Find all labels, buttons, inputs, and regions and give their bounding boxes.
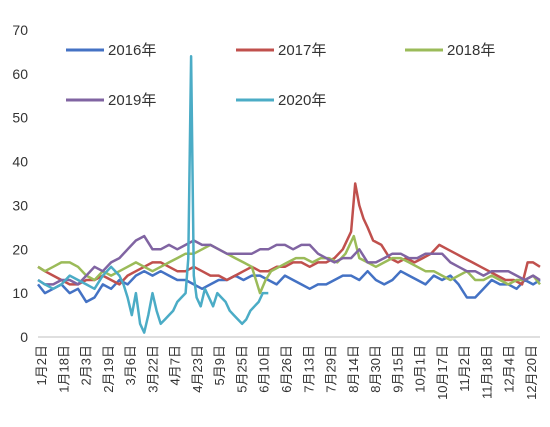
y-axis-ticks: 0 10 20 30 40 50 60 70 bbox=[12, 22, 28, 345]
legend-label: 2019年 bbox=[108, 92, 156, 109]
series-line-4 bbox=[37, 55, 269, 334]
legend-label: 2020年 bbox=[278, 92, 326, 109]
x-tick-label: 9月15日 bbox=[390, 345, 405, 393]
x-tick-label: 12月4日 bbox=[502, 345, 517, 393]
x-tick-label: 4月23日 bbox=[190, 345, 205, 393]
y-tick-label: 40 bbox=[12, 154, 28, 170]
legend-label: 2018年 bbox=[447, 42, 495, 59]
legend-label: 2016年 bbox=[108, 42, 156, 59]
x-tick-label: 11月2日 bbox=[457, 345, 472, 392]
series-line-2 bbox=[37, 234, 541, 295]
x-tick-label: 6月10日 bbox=[257, 345, 272, 393]
x-tick-label: 12月20日 bbox=[524, 345, 539, 400]
x-tick-label: 8月30日 bbox=[368, 345, 383, 393]
x-tick-label: 3月22日 bbox=[145, 345, 160, 393]
series-lines bbox=[37, 55, 541, 334]
y-tick-label: 70 bbox=[12, 22, 28, 38]
x-tick-label: 2月19日 bbox=[101, 345, 116, 393]
x-tick-label: 6月26日 bbox=[279, 345, 294, 393]
x-tick-label: 2月3日 bbox=[79, 345, 94, 385]
x-tick-label: 7月13日 bbox=[301, 345, 316, 393]
y-tick-label: 30 bbox=[12, 197, 28, 213]
x-tick-label: 7月29日 bbox=[324, 345, 339, 393]
x-tick-label: 10月1日 bbox=[413, 345, 428, 393]
legend-label: 2017年 bbox=[278, 42, 326, 59]
x-tick-label: 4月7日 bbox=[168, 345, 183, 385]
x-axis-ticks: 1月2日 1月18日 2月3日 2月19日 3月6日 3月22日 4月7日 4月23日 5月9日… bbox=[34, 345, 539, 400]
x-tick-label: 10月17日 bbox=[435, 345, 450, 400]
x-tick-label: 5月25日 bbox=[234, 345, 249, 393]
x-tick-label: 5月9日 bbox=[212, 345, 227, 385]
y-tick-label: 20 bbox=[12, 241, 28, 257]
x-tick-label: 1月2日 bbox=[34, 345, 49, 385]
y-tick-label: 60 bbox=[12, 66, 28, 82]
legend: 2016年 2017年 2018年 2019年 2020年 bbox=[66, 42, 495, 109]
y-tick-label: 50 bbox=[12, 110, 28, 126]
x-tick-label: 8月14日 bbox=[346, 345, 361, 393]
series-line-1 bbox=[37, 182, 541, 286]
y-tick-label: 10 bbox=[12, 285, 28, 301]
x-tick-label: 11月18日 bbox=[479, 345, 494, 399]
series-line-3 bbox=[37, 234, 541, 286]
x-tick-label: 1月18日 bbox=[56, 345, 71, 393]
x-tick-label: 3月6日 bbox=[123, 345, 138, 385]
y-tick-label: 0 bbox=[20, 329, 28, 345]
